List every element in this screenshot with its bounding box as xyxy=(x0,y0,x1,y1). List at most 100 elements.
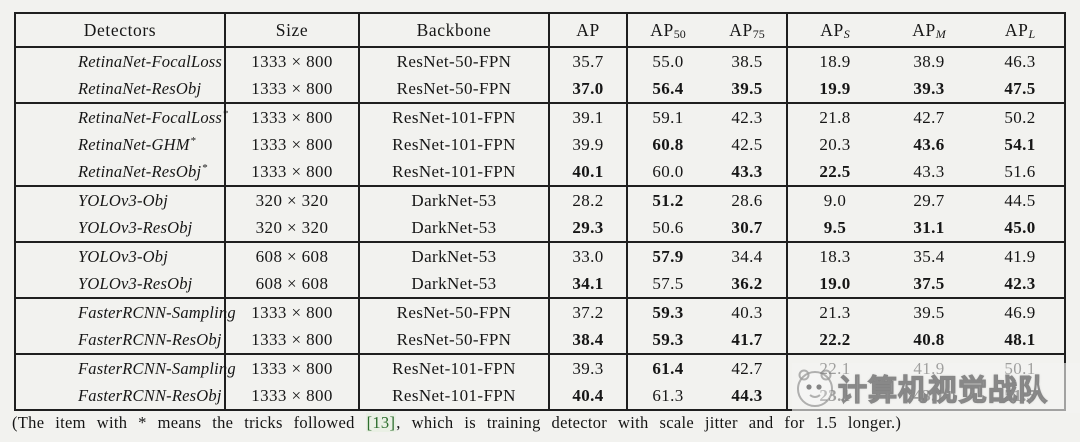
header-aps-label: AP xyxy=(820,19,844,40)
cell-ap: 35.7 xyxy=(550,48,628,75)
header-ap75-label: AP xyxy=(729,19,753,40)
cell-size: 1333 × 800 xyxy=(226,158,360,185)
cell-aps: 18.3 xyxy=(819,246,851,266)
cell-detector: RetinaNet-ResObj xyxy=(16,75,226,102)
cell-ap: 39.9 xyxy=(550,131,628,158)
cell-detector: YOLOv3-Obj xyxy=(16,243,226,270)
cell-aps: 20.3 xyxy=(819,134,851,154)
citation-link[interactable]: [13] xyxy=(365,413,397,432)
cell-apm: 29.7 xyxy=(913,190,945,210)
cell-aps: 22.1 xyxy=(819,358,851,378)
cell-aps: 9.0 xyxy=(823,190,847,210)
detector-name: YOLOv3-Obj xyxy=(78,246,169,266)
cell-ap75: 34.4 xyxy=(708,243,788,270)
table-row: FasterRCNN-Sampling 1333 × 800 ResNet-10… xyxy=(16,355,1064,382)
cell-aps: 23.1 xyxy=(819,385,851,405)
cell-ap: 39.3 xyxy=(550,355,628,382)
star-mark: * xyxy=(223,107,229,120)
header-apm: AP M xyxy=(882,14,976,46)
header-ap-label: AP xyxy=(576,19,600,40)
cell-ap: 33.0 xyxy=(550,243,628,270)
cell-apl: 48.1 xyxy=(1004,329,1036,349)
header-ap50-sub: 50 xyxy=(673,26,686,41)
cell-ap75: 38.5 xyxy=(708,48,788,75)
cell-detector: YOLOv3-Obj xyxy=(16,187,226,214)
table-row: YOLOv3-ResObj 320 × 320 DarkNet-53 29.3 … xyxy=(16,214,1064,243)
detector-name: FasterRCNN-Sampling xyxy=(78,358,236,378)
table-row: YOLOv3-Obj 320 × 320 DarkNet-53 28.2 51.… xyxy=(16,187,1064,214)
cell-ap: 37.0 xyxy=(550,75,628,102)
cell-ap: 39.1 xyxy=(550,104,628,131)
header-ap75: AP 75 xyxy=(708,14,788,46)
cell-apm: 37.5 xyxy=(913,273,945,293)
cell-aps: 19.9 xyxy=(819,78,851,98)
cell-detector: RetinaNet-FocalLoss * xyxy=(16,104,229,131)
cell-detector: YOLOv3-ResObj xyxy=(16,270,226,297)
cell-ap50: 59.1 xyxy=(652,107,684,127)
results-table: Detectors Size Backbone AP AP 50 AP 75 AP S… xyxy=(14,12,1066,411)
table-row: RetinaNet-ResObj * 1333 × 800 ResNet-101-… xyxy=(16,158,1064,187)
cell-ap50: 51.2 xyxy=(652,190,684,210)
detector-name: YOLOv3-Obj xyxy=(78,190,169,210)
header-apm-sub: M xyxy=(935,26,946,41)
cell-ap75: 44.3 xyxy=(708,382,788,409)
cell-detector: RetinaNet-ResObj * xyxy=(16,158,226,185)
header-apl-label: AP xyxy=(1004,19,1029,40)
cell-ap50: 61.4 xyxy=(652,358,684,378)
cell-aps: 21.8 xyxy=(819,107,851,127)
cell-backbone: ResNet-101-FPN xyxy=(360,355,550,382)
cell-size: 320 × 320 xyxy=(226,187,360,214)
cell-aps: 22.5 xyxy=(819,161,851,181)
cell-apm: 31.1 xyxy=(913,217,945,237)
table-row: YOLOv3-ResObj 608 × 608 DarkNet-53 34.1 … xyxy=(16,270,1064,299)
cell-ap50: 60.8 xyxy=(652,134,684,154)
table-row: RetinaNet-FocalLoss * 1333 × 800 ResNet-1… xyxy=(16,104,1064,131)
header-ap: AP xyxy=(550,14,628,46)
cell-size: 608 × 608 xyxy=(226,270,360,297)
cell-apm: 35.4 xyxy=(913,246,945,266)
cell-size: 608 × 608 xyxy=(226,243,360,270)
cell-detector: FasterRCNN-ResObj xyxy=(16,382,226,409)
cell-backbone: ResNet-101-FPN xyxy=(360,104,550,131)
detector-name: RetinaNet-FocalLoss xyxy=(78,107,223,127)
cell-apm: 38.9 xyxy=(913,51,945,71)
cell-ap50: 50.6 xyxy=(652,217,684,237)
header-aps-sub: S xyxy=(843,26,850,41)
cell-backbone: ResNet-101-FPN xyxy=(360,382,550,409)
cell-apm: 39.5 xyxy=(913,302,945,322)
detector-name: FasterRCNN-Sampling xyxy=(78,302,236,322)
detector-name: RetinaNet-ResObj xyxy=(78,78,202,98)
cell-ap50: 57.5 xyxy=(652,273,684,293)
header-apl: AP L xyxy=(976,14,1064,46)
cell-aps: 21.3 xyxy=(819,302,851,322)
header-size: Size xyxy=(226,14,360,46)
cell-backbone: ResNet-50-FPN xyxy=(360,326,550,353)
cell-ap75: 39.5 xyxy=(708,75,788,102)
cell-ap75: 42.3 xyxy=(708,104,788,131)
cell-size: 1333 × 800 xyxy=(226,355,360,382)
cell-detector: RetinaNet-GHM * xyxy=(16,131,226,158)
cell-apl: 41.9 xyxy=(1004,246,1036,266)
header-aps: AP S xyxy=(788,14,882,46)
cell-size: 1333 × 800 xyxy=(226,131,360,158)
cell-ap50: 55.0 xyxy=(652,51,684,71)
cell-apm: 39.3 xyxy=(913,78,945,98)
detector-name: YOLOv3-ResObj xyxy=(78,273,193,293)
cell-apm: 43.6 xyxy=(913,134,945,154)
cell-size: 320 × 320 xyxy=(226,214,360,241)
cell-ap: 40.4 xyxy=(550,382,628,409)
cell-apm: 40.8 xyxy=(913,329,945,349)
cell-backbone: DarkNet-53 xyxy=(360,187,550,214)
cell-apl: 44.5 xyxy=(1004,190,1036,210)
cell-size: 1333 × 800 xyxy=(226,75,360,102)
cell-backbone: ResNet-50-FPN xyxy=(360,48,550,75)
cell-apm: 42.7 xyxy=(913,107,945,127)
cell-ap: 28.2 xyxy=(550,187,628,214)
detector-name: FasterRCNN-ResObj xyxy=(78,329,222,349)
cell-aps: 18.9 xyxy=(819,51,851,71)
detector-name: RetinaNet-GHM xyxy=(78,134,190,154)
table-header-row: Detectors Size Backbone AP AP 50 AP 75 AP S… xyxy=(16,14,1064,48)
cell-ap50: 59.3 xyxy=(652,302,684,322)
cell-apl: 50.2 xyxy=(1004,107,1036,127)
header-apm-label: AP xyxy=(912,19,936,40)
